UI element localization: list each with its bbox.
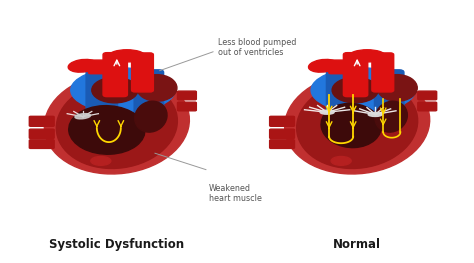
FancyBboxPatch shape xyxy=(329,60,349,74)
FancyBboxPatch shape xyxy=(29,116,54,126)
FancyBboxPatch shape xyxy=(177,91,196,100)
Ellipse shape xyxy=(320,110,334,114)
Ellipse shape xyxy=(297,80,418,169)
Ellipse shape xyxy=(311,68,415,112)
Ellipse shape xyxy=(135,101,167,132)
Ellipse shape xyxy=(109,50,145,62)
Ellipse shape xyxy=(377,75,417,101)
Ellipse shape xyxy=(332,77,378,103)
Text: Systolic Dysfunction: Systolic Dysfunction xyxy=(49,238,184,251)
FancyBboxPatch shape xyxy=(29,140,54,148)
FancyBboxPatch shape xyxy=(270,140,294,148)
FancyBboxPatch shape xyxy=(418,102,437,111)
Ellipse shape xyxy=(137,75,177,101)
Ellipse shape xyxy=(321,103,381,148)
FancyBboxPatch shape xyxy=(89,60,109,74)
FancyBboxPatch shape xyxy=(86,63,118,117)
Ellipse shape xyxy=(75,114,91,119)
Ellipse shape xyxy=(92,77,138,103)
Ellipse shape xyxy=(71,68,175,112)
Ellipse shape xyxy=(309,59,337,72)
Ellipse shape xyxy=(375,101,407,132)
FancyBboxPatch shape xyxy=(270,116,294,126)
Ellipse shape xyxy=(91,156,111,165)
Ellipse shape xyxy=(368,113,382,117)
FancyBboxPatch shape xyxy=(374,70,404,115)
Ellipse shape xyxy=(44,73,190,174)
Ellipse shape xyxy=(349,50,385,62)
Ellipse shape xyxy=(331,156,351,165)
FancyBboxPatch shape xyxy=(177,102,196,111)
Ellipse shape xyxy=(284,73,430,174)
FancyBboxPatch shape xyxy=(134,70,164,115)
FancyBboxPatch shape xyxy=(327,63,358,117)
FancyBboxPatch shape xyxy=(270,129,294,138)
FancyBboxPatch shape xyxy=(343,53,368,97)
Ellipse shape xyxy=(69,106,145,154)
FancyBboxPatch shape xyxy=(29,129,54,138)
FancyBboxPatch shape xyxy=(418,91,437,100)
FancyBboxPatch shape xyxy=(103,53,128,97)
Ellipse shape xyxy=(56,80,177,169)
Text: Normal: Normal xyxy=(333,238,381,251)
Text: Less blood pumped
out of ventricles: Less blood pumped out of ventricles xyxy=(218,38,297,57)
Text: Weakened
heart muscle: Weakened heart muscle xyxy=(209,184,262,203)
FancyBboxPatch shape xyxy=(132,53,154,92)
FancyBboxPatch shape xyxy=(372,53,394,92)
Ellipse shape xyxy=(68,59,97,72)
